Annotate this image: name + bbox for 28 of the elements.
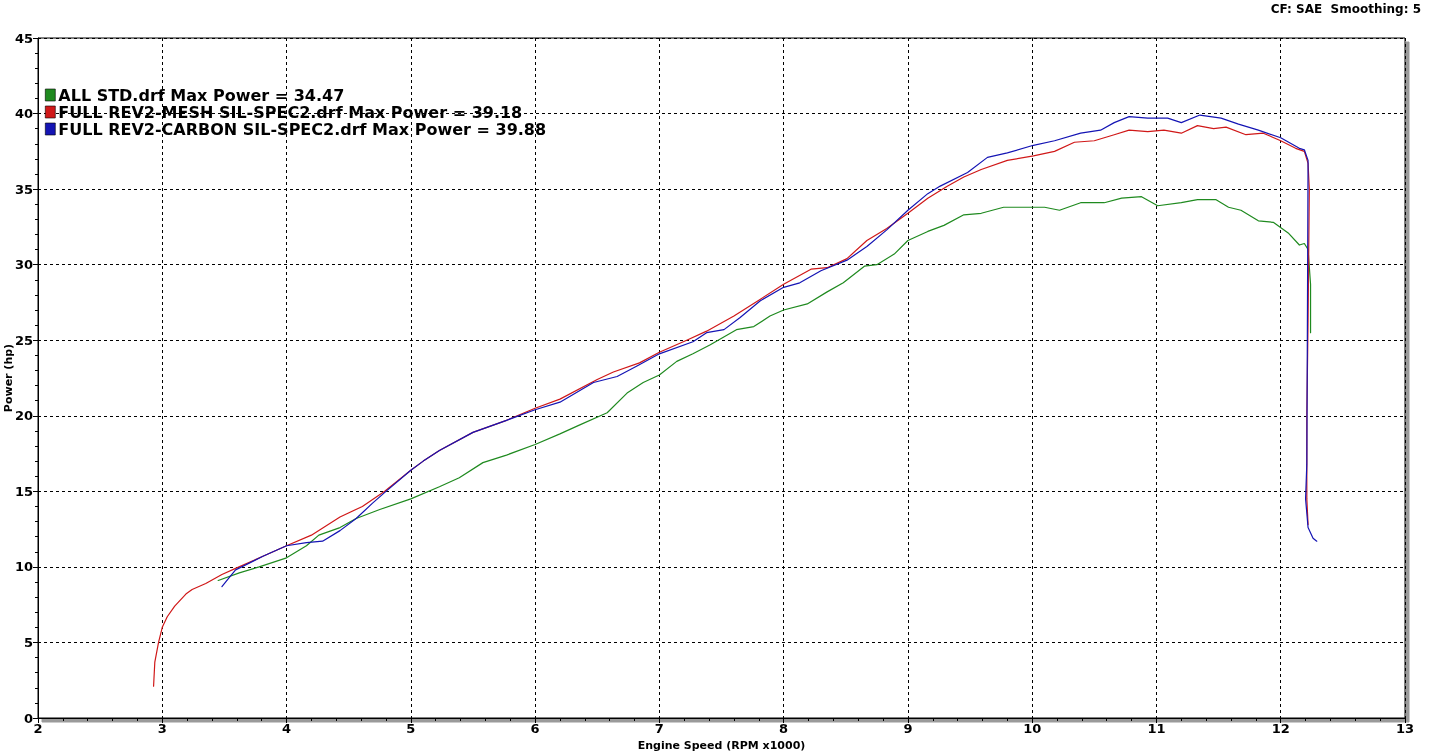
x-tick-label: 3 xyxy=(157,721,167,736)
x-tick-label: 12 xyxy=(1271,721,1290,736)
y-tick-label: 45 xyxy=(14,30,33,46)
x-tick-label: 6 xyxy=(530,721,540,736)
y-tick-label: 30 xyxy=(14,257,33,273)
y-tick-label: 20 xyxy=(14,408,33,424)
x-tick-label: 7 xyxy=(654,721,664,736)
legend-label: ALL STD.drf Max Power = 34.47 xyxy=(58,85,345,105)
x-tick-label: 11 xyxy=(1147,721,1166,736)
x-axis-title: Engine Speed (RPM x1000) xyxy=(637,738,806,752)
y-tick-label: 5 xyxy=(23,634,33,650)
x-tick-label: 4 xyxy=(282,721,292,736)
y-tick-label: 10 xyxy=(14,559,33,575)
x-tick-label: 10 xyxy=(1023,721,1042,736)
x-tick-label: 9 xyxy=(903,721,913,736)
legend-label: FULL REV2-CARBON SIL-SPEC2.drf Max Power = 39.88 xyxy=(58,119,547,139)
y-tick-label: 40 xyxy=(14,106,33,122)
y-tick-label: 25 xyxy=(14,332,33,348)
x-tick-label: 8 xyxy=(779,721,789,736)
line-series xyxy=(217,196,1312,582)
y-axis-title: Power (hp) xyxy=(2,343,15,413)
text: CF: SAE Smoothing: 5 xyxy=(1270,2,1421,16)
x-tick-label: 2 xyxy=(33,721,43,736)
x-tick-label: 5 xyxy=(406,721,416,736)
x-tick-label: 13 xyxy=(1395,721,1415,736)
y-tick-label: 35 xyxy=(14,181,33,197)
y-tick-label: 15 xyxy=(14,483,33,499)
y-tick-label: 0 xyxy=(23,710,33,726)
